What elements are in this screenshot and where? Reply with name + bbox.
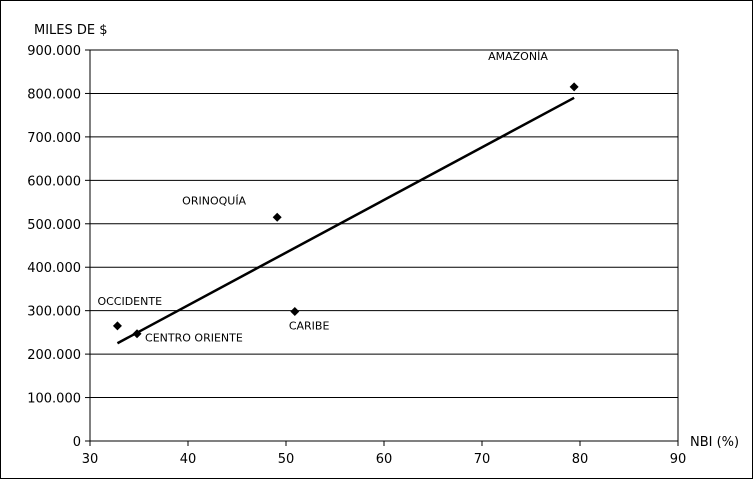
data-point-marker xyxy=(272,212,282,222)
grid-lines xyxy=(90,49,678,399)
axes xyxy=(85,49,679,446)
y-tick-label: 100.000 xyxy=(27,392,81,407)
data-point-label: OCCIDENTE xyxy=(97,295,162,308)
x-tick-label: 50 xyxy=(278,452,295,467)
y-tick-label: 0 xyxy=(73,435,81,450)
x-tick-label: 30 xyxy=(82,452,99,467)
data-point-marker xyxy=(569,82,579,92)
x-axis-title: NBI (%) xyxy=(690,435,739,450)
data-point-label: AMAZONÍA xyxy=(488,50,548,63)
data-point-marker xyxy=(132,329,142,339)
y-tick-label: 300.000 xyxy=(27,305,81,320)
data-points: AMAZONÍA ORINOQUÍA CARIBE OCCIDENTE CENTRO O… xyxy=(97,50,579,345)
y-tick-label: 400.000 xyxy=(27,261,81,276)
trendline xyxy=(116,96,575,345)
x-tick-label: 40 xyxy=(180,452,197,467)
y-tick-label: 200.000 xyxy=(27,348,81,363)
x-tick-label: 80 xyxy=(572,452,589,467)
y-tick-label: 800.000 xyxy=(27,87,81,102)
y-tick-label: 900.000 xyxy=(27,44,81,59)
y-tick-label: 600.000 xyxy=(27,174,81,189)
x-tick-label: 90 xyxy=(670,452,687,467)
y-tick-label: 700.000 xyxy=(27,131,81,146)
x-tick-label: 70 xyxy=(474,452,491,467)
data-point-marker xyxy=(290,307,300,317)
data-point-label: CENTRO ORIENTE xyxy=(145,332,243,345)
data-point-label: ORINOQUÍA xyxy=(182,194,246,207)
x-tick-label: 60 xyxy=(376,452,393,467)
y-axis-title: MILES DE $ xyxy=(34,23,108,38)
data-point-label: CARIBE xyxy=(289,320,330,333)
tick-labels: 0 100.000 200.000 300.000 400.000 500.000 600.… xyxy=(27,44,686,467)
y-tick-label: 500.000 xyxy=(27,218,81,233)
data-point-marker xyxy=(112,321,122,331)
